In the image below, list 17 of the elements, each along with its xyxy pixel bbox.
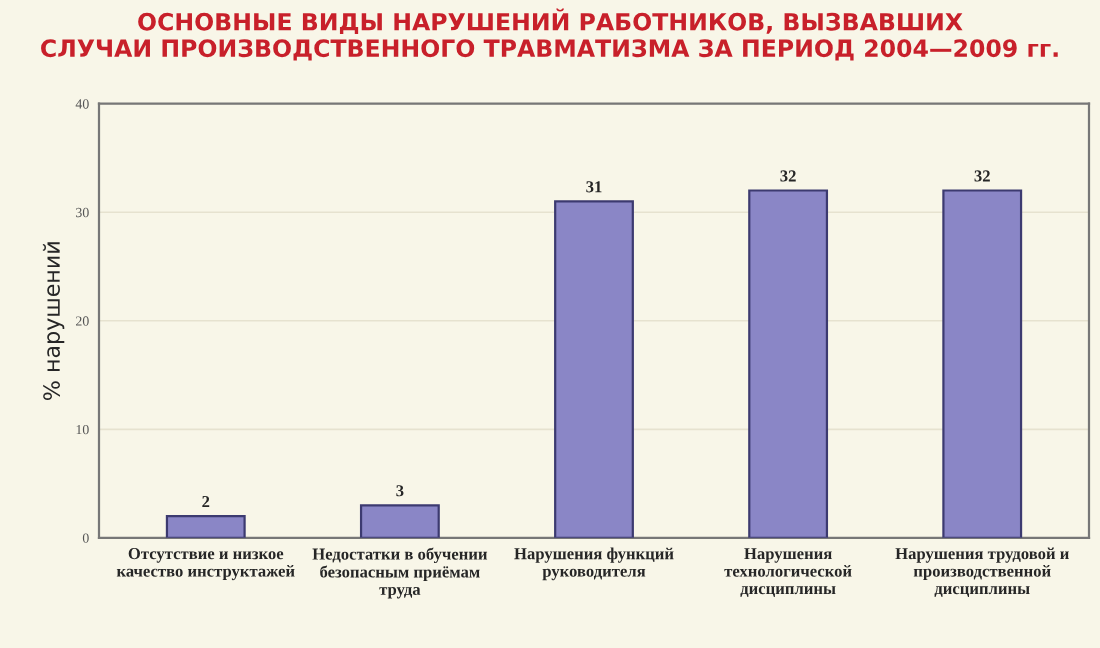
x-tick-label: Нарушения технологической дисциплины bbox=[724, 548, 852, 597]
bar bbox=[942, 189, 1023, 538]
data-label: 32 bbox=[974, 170, 990, 182]
y-axis-title: % нарушений bbox=[42, 242, 65, 401]
bar bbox=[165, 515, 246, 538]
data-label: 31 bbox=[586, 181, 602, 193]
bar bbox=[359, 504, 440, 538]
x-tick-label: Нарушения трудовой и производственной дисциплины bbox=[895, 547, 1069, 597]
x-tick-label: Отсутствие и низкое качество инструктажей bbox=[116, 548, 295, 581]
x-tick-label: Нарушения функций руководителя bbox=[514, 547, 674, 581]
x-tick-label: Недостатки в обучении безопасным приёмам труда bbox=[312, 547, 488, 599]
chart-title: ОСНОВНЫЕ ВИДЫ НАРУШЕНИЙ РАБОТНИКОВ, ВЫЗВАВШИХ СЛУЧАИ ПРОИЗВОДСТВЕННОГО ТРАВМАТИЗМА ЗА ПЕРИОД 2004—2009 гг. bbox=[41, 8, 1058, 61]
data-label: 2 bbox=[202, 495, 210, 508]
data-label: 32 bbox=[780, 170, 796, 182]
data-label: 3 bbox=[396, 485, 404, 497]
bar bbox=[554, 200, 634, 538]
bar bbox=[748, 189, 829, 538]
